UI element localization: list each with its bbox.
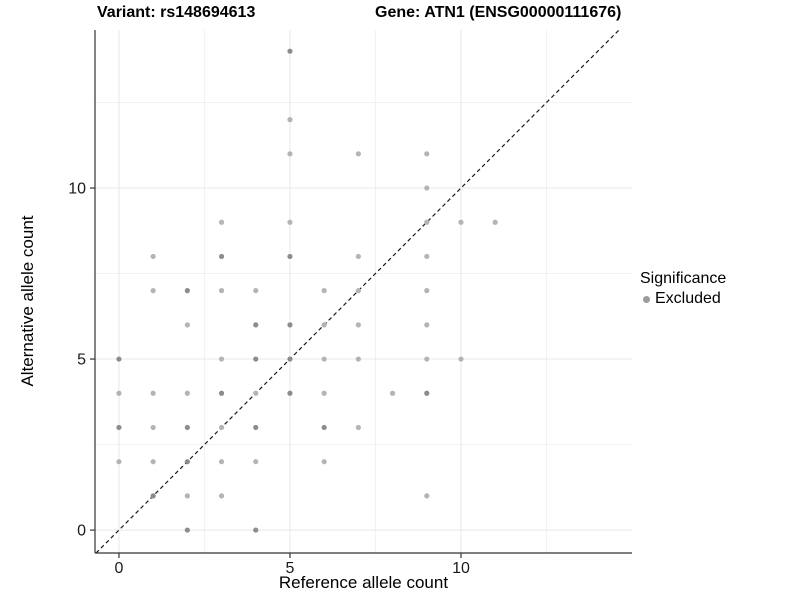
data-point [424, 185, 430, 191]
data-point [253, 356, 259, 362]
x-tick-label: 0 [114, 560, 123, 577]
data-point [218, 424, 225, 431]
data-point [355, 322, 361, 328]
data-point [287, 48, 293, 54]
data-point [184, 459, 190, 465]
data-point [253, 390, 259, 396]
data-point [355, 424, 361, 431]
plot-title-variant: Variant: rs148694613 [97, 4, 256, 21]
data-point [184, 424, 190, 431]
y-tick-label: 0 [77, 523, 86, 540]
data-point [424, 390, 430, 396]
data-point [287, 253, 293, 260]
data-point [253, 527, 259, 533]
data-point [287, 322, 293, 328]
data-point [184, 390, 190, 396]
data-point [218, 390, 225, 396]
data-point [321, 356, 327, 362]
x-axis-label: Reference allele count [278, 573, 449, 592]
legend-point-icon [643, 295, 650, 303]
data-point [321, 322, 327, 328]
data-point [321, 288, 327, 294]
data-point [458, 219, 464, 225]
data-point [424, 322, 430, 328]
data-point [116, 459, 122, 465]
data-point [253, 288, 259, 294]
data-point [218, 288, 225, 294]
data-point [150, 424, 156, 431]
legend: Significance Excluded [640, 270, 726, 308]
data-point [355, 288, 361, 294]
data-point [321, 459, 327, 465]
data-point [424, 493, 430, 499]
legend-title: Significance [640, 270, 727, 287]
data-point [218, 356, 225, 362]
data-point [150, 288, 156, 294]
data-point [287, 151, 293, 157]
data-point [253, 459, 259, 465]
data-point [355, 151, 361, 157]
legend-item-label: Excluded [655, 290, 721, 307]
data-point [218, 493, 225, 499]
data-point [424, 219, 430, 225]
data-point [116, 424, 122, 431]
legend-item-excluded: Excluded [640, 290, 726, 308]
y-tick-label: 5 [77, 352, 86, 369]
data-point [184, 527, 190, 533]
data-point [492, 219, 498, 225]
data-point [150, 493, 156, 499]
y-tick-label: 10 [68, 181, 86, 198]
data-point [287, 219, 293, 225]
data-point [218, 459, 225, 465]
data-point [424, 151, 430, 157]
data-point [424, 356, 430, 362]
plot-title-gene: Gene: ATN1 (ENSG00000111676) [375, 4, 622, 21]
data-point [424, 288, 430, 294]
data-point [218, 219, 225, 225]
data-point [150, 459, 156, 465]
data-point [184, 493, 190, 499]
x-tick-label: 10 [452, 560, 470, 577]
data-point [116, 356, 122, 362]
data-point [424, 253, 430, 260]
data-point [150, 390, 156, 396]
data-point [321, 424, 327, 431]
x-tick-label: 5 [286, 560, 295, 577]
data-point [458, 356, 464, 362]
data-point [253, 322, 259, 328]
identity-line [95, 29, 620, 554]
data-point [150, 253, 156, 260]
data-point [218, 253, 225, 260]
data-point [355, 356, 361, 362]
data-point [355, 253, 361, 260]
data-point [116, 390, 122, 396]
data-point [321, 390, 327, 396]
data-point [287, 356, 293, 362]
data-point [184, 288, 190, 294]
data-point [253, 424, 259, 431]
data-point [287, 390, 293, 396]
data-point [389, 390, 396, 396]
data-point [287, 117, 293, 123]
data-point [184, 322, 190, 328]
